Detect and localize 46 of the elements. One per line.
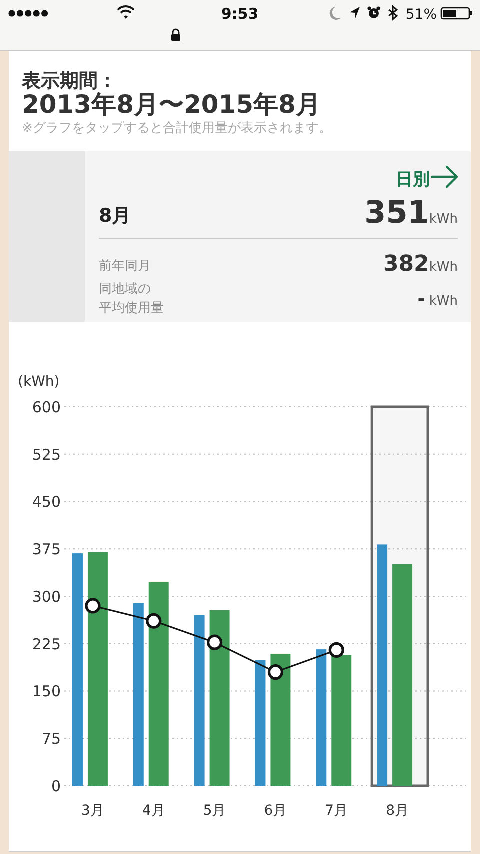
bar <box>72 554 83 786</box>
text: 同地域の <box>99 282 151 297</box>
y-tick-label: 150 <box>32 682 61 701</box>
point <box>85 598 101 614</box>
text: - kWh <box>418 289 458 310</box>
chart-title: 表示期間： <box>21 70 117 92</box>
text: 前年同月 <box>99 259 151 274</box>
bar <box>392 564 413 786</box>
bar <box>133 603 144 786</box>
y-axis-title: (kWh) <box>18 374 60 390</box>
text: ※グラフをタップすると合計使用量が表示されます。 <box>22 121 332 136</box>
y-tick-label: 225 <box>32 635 61 654</box>
y-tick-label: 0 <box>51 777 61 796</box>
text: 382kWh <box>383 252 458 277</box>
x-tick-label: 3月 <box>81 803 104 819</box>
text: 351kWh <box>364 195 458 231</box>
chart-subtitle: 2013年8月〜2015年8月 <box>22 90 321 119</box>
y-tick-label: 600 <box>32 398 61 416</box>
text: 日別 <box>396 170 430 190</box>
bar <box>194 615 205 786</box>
bar <box>255 660 266 786</box>
point <box>268 664 284 680</box>
bar <box>148 582 169 786</box>
y-tick-label: 450 <box>32 493 61 512</box>
y-tick-label: 75 <box>42 730 61 748</box>
point <box>328 642 344 658</box>
x-tick-label: 7月 <box>325 803 348 819</box>
bar <box>332 655 352 786</box>
point <box>146 613 162 629</box>
bar <box>270 654 291 786</box>
bar <box>88 552 108 786</box>
y-tick-label: 300 <box>32 588 61 606</box>
text: 9:53 <box>221 5 259 23</box>
y-tick-label: 375 <box>32 540 61 559</box>
text: 51% <box>406 7 437 23</box>
x-tick-label: 4月 <box>142 803 166 819</box>
text: 平均使用量 <box>99 301 164 316</box>
y-tick-label: 525 <box>32 446 61 464</box>
x-tick-label: 5月 <box>203 803 226 819</box>
text: 8月 <box>99 205 132 227</box>
bar <box>377 544 388 786</box>
bar <box>210 610 230 786</box>
point <box>206 634 223 650</box>
bar <box>316 650 327 786</box>
x-tick-label: 8月 <box>386 803 410 819</box>
x-tick-label: 6月 <box>264 803 288 819</box>
